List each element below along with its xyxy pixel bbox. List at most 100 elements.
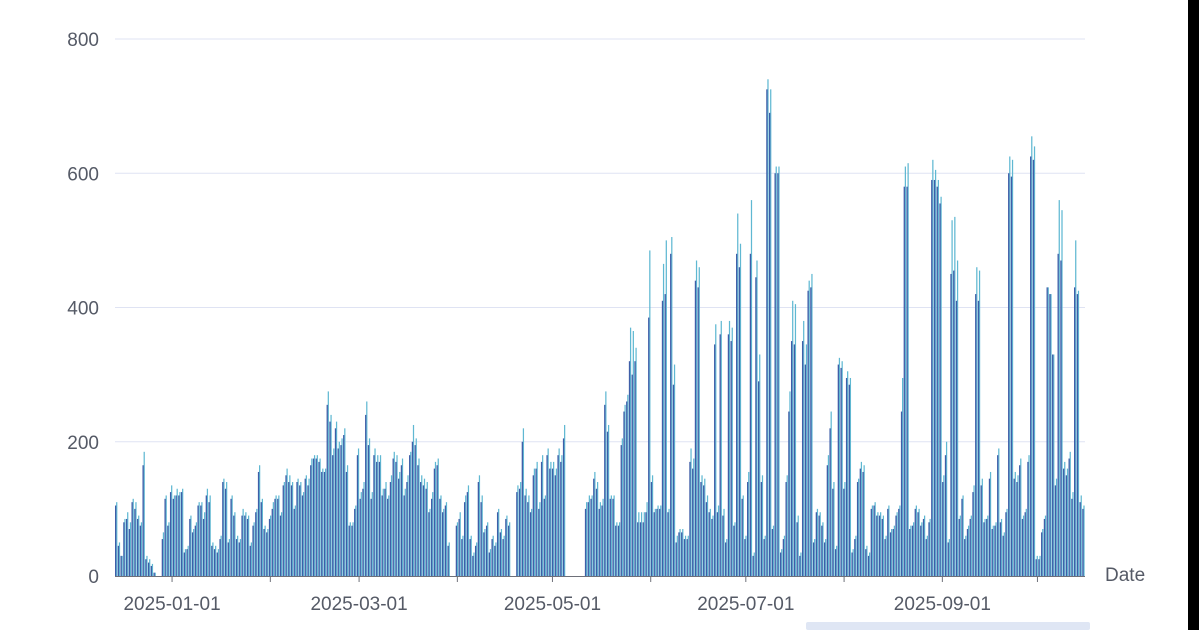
bar-dark [779,552,782,576]
bar-light [618,522,621,576]
bar-dark [441,512,444,576]
bar-light [564,424,566,576]
bar-dark [812,542,815,576]
bar-dark [436,465,438,576]
bar-light [473,552,475,576]
bar-light [286,468,288,576]
bar-dark [818,515,820,576]
bar-dark [145,559,147,576]
bar-dark [1024,512,1026,576]
bar-dark [826,465,828,576]
bar-light [956,260,959,576]
bar-light [759,354,761,576]
bar-dark [189,518,191,576]
bar-dark [708,512,710,576]
bar-dark [983,522,985,576]
bar-dark [227,542,229,576]
bar-dark [134,508,136,576]
bar-dark [884,539,886,576]
bar-light [550,461,552,576]
bar-light [132,498,134,576]
bar-light [951,220,953,577]
bar-light [432,492,434,576]
bar-dark [799,555,801,576]
bar-light [275,495,277,576]
bar-light [162,532,165,576]
bar-light [610,495,612,576]
bar-light [723,508,725,576]
bar-light [121,555,123,576]
bar-light [627,394,629,576]
bar-dark [928,522,930,576]
bar-dark [169,492,172,576]
bar-dark [433,468,436,576]
bar-light [855,535,857,576]
bar-light [154,572,156,576]
bar-dark [606,431,609,576]
bar-dark [700,482,702,576]
bar-dark [1074,287,1076,576]
bar-light [297,478,299,576]
zoom-slider[interactable] [806,622,1090,630]
bar-dark [920,525,922,576]
bar-dark [422,485,425,576]
bar-dark [425,488,427,576]
bar-dark [598,508,600,576]
bar-dark [538,508,540,576]
bar-dark [733,525,735,576]
bar-dark [1013,478,1015,576]
bar-dark [845,377,848,576]
bar-dark [400,465,403,576]
bar-light [536,461,538,576]
bar-light [1011,159,1014,576]
bar-dark [991,529,993,576]
bar-dark [266,532,268,576]
bar-light [888,505,890,576]
bar-light [190,515,192,576]
bar-dark [164,498,166,576]
bar-light [204,512,206,576]
bar-dark [1082,508,1084,576]
bar-light [308,478,310,576]
bar-dark [730,341,732,576]
bar-light [833,482,835,576]
bar-light [487,522,489,576]
bar-light [1031,136,1033,577]
bar-dark [648,317,650,576]
bar-dark [801,341,804,576]
bar-dark [659,508,661,576]
bar-dark [873,505,875,576]
bar-dark [274,498,276,576]
bar-light [313,455,316,576]
bar-dark [1052,354,1054,576]
bar-light [720,320,722,576]
bar-dark [793,344,796,576]
bar-dark [887,508,889,576]
bar-dark [428,512,430,576]
bar-light [803,320,805,576]
bar-light [794,304,797,576]
bar-light [1000,518,1003,576]
bar-light [470,535,472,576]
bar-dark [631,374,633,576]
bar-dark [725,542,727,576]
bar-dark [977,300,980,576]
bar-light [360,492,362,576]
bar-light [272,502,274,576]
bar-light [797,515,799,576]
bar-light [676,535,678,576]
bar-light [531,508,533,576]
bar-dark [507,525,510,576]
bar-dark [714,344,716,576]
bar-dark [859,468,861,576]
bar-dark [373,455,375,576]
bar-dark [1008,173,1010,576]
bar-light [212,542,214,576]
bar-light [781,549,783,576]
bar-dark [299,485,301,576]
bar-dark [958,518,960,576]
bar-dark [312,458,315,576]
bar-light [561,455,563,576]
bar-light [775,166,777,576]
